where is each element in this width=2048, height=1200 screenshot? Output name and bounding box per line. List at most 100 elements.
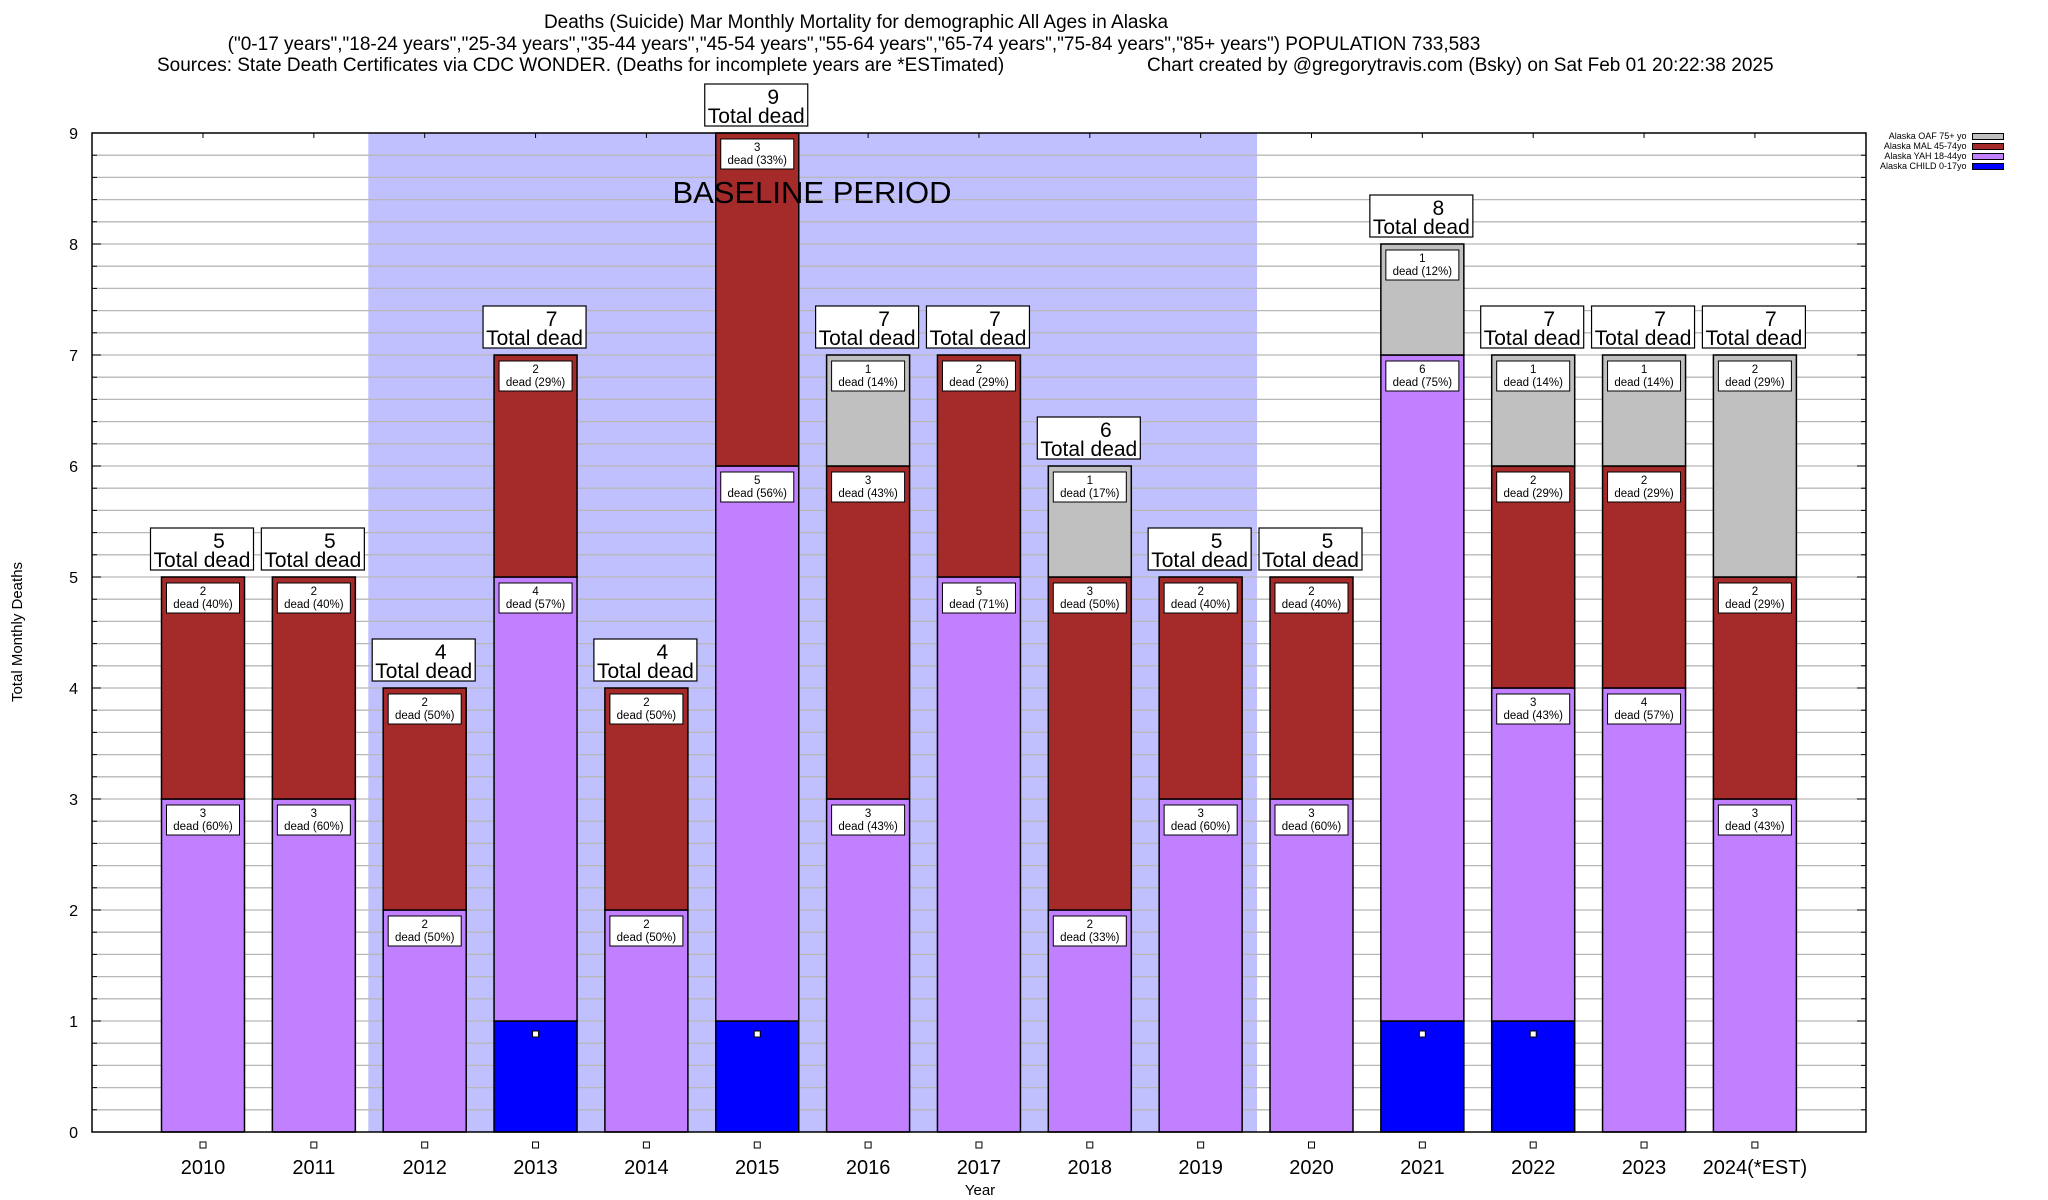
- segment-count-label: 6: [1419, 364, 1425, 376]
- bar-segment: [160, 798, 246, 1133]
- segment-count-label: 2: [1641, 475, 1647, 487]
- total-count-label: 7: [1765, 308, 1777, 331]
- segment-pct-label: dead (43%): [1503, 710, 1563, 722]
- x-marker: [1751, 1141, 1759, 1149]
- y-tick-label: 6: [69, 459, 78, 476]
- segment-label-box: [1163, 582, 1238, 614]
- segment-count-label: 2: [311, 586, 317, 598]
- bar-segment: [382, 909, 467, 1133]
- legend-item-mal: Alaska MAL 45-74yo: [1880, 141, 2004, 151]
- segment-label-box: [1385, 249, 1460, 281]
- segment-count-label: 5: [754, 475, 760, 487]
- baseline-period-label: BASELINE PERIOD: [672, 175, 951, 210]
- total-label-box: [1590, 305, 1696, 349]
- x-tick-label: 2013: [513, 1157, 558, 1179]
- bar-segment: [936, 354, 1022, 578]
- bar-stack: [1380, 243, 1465, 1133]
- total-dead-label: Total dead: [264, 549, 361, 572]
- bar-stack: [1490, 354, 1576, 1133]
- bar-segment: [1380, 1020, 1465, 1133]
- x-tick-label: 2012: [402, 1157, 447, 1179]
- segment-pct-label: dead (60%): [1282, 821, 1342, 833]
- segment-count-label: 3: [200, 808, 206, 820]
- segment-pct-label: dead (50%): [1060, 599, 1120, 611]
- segment-pct-label: dead (60%): [284, 821, 344, 833]
- segment-pct-label: dead (12%): [1393, 266, 1453, 278]
- total-count-label: 5: [324, 530, 336, 553]
- child-marker: [753, 1030, 761, 1038]
- bar-segment: [936, 576, 1022, 1133]
- segment-count-label: 3: [311, 808, 317, 820]
- bar-segment: [1601, 687, 1687, 1133]
- segment-pct-label: dead (60%): [173, 821, 233, 833]
- bar-segment: [493, 354, 578, 578]
- total-count-label: 7: [1654, 308, 1666, 331]
- segment-pct-label: dead (50%): [395, 710, 455, 722]
- bar-segment: [1158, 798, 1243, 1133]
- segment-label-box: [1052, 582, 1127, 614]
- segment-pct-label: dead (40%): [1282, 599, 1342, 611]
- total-label-box: [260, 527, 365, 571]
- bar-segment: [1047, 576, 1133, 911]
- bar-segment: [825, 798, 911, 1133]
- total-dead-label: Total dead: [1595, 327, 1692, 350]
- bar-stack: [1047, 465, 1133, 1133]
- bar-segment: [160, 576, 246, 800]
- total-dead-label: Total dead: [1262, 549, 1359, 572]
- segment-label-box: [609, 693, 684, 725]
- x-tick-label: 2023: [1622, 1157, 1667, 1179]
- x-marker: [310, 1141, 318, 1149]
- segment-pct-label: dead (33%): [1060, 932, 1120, 944]
- y-tick-label: 4: [69, 681, 78, 698]
- segment-label-box: [276, 804, 351, 836]
- segment-label-box: [1385, 360, 1460, 392]
- segment-count-label: 2: [1308, 586, 1314, 598]
- segment-label-box: [1274, 804, 1349, 836]
- segment-pct-label: dead (40%): [284, 599, 344, 611]
- total-count-label: 5: [213, 530, 225, 553]
- segment-label-box: [831, 471, 906, 503]
- segment-label-box: [1052, 915, 1127, 947]
- segment-count-label: 2: [1752, 586, 1758, 598]
- x-tick-label: 2010: [181, 1157, 226, 1179]
- x-tick-label: 2015: [735, 1157, 780, 1179]
- total-label-box: [1258, 527, 1363, 571]
- segment-pct-label: dead (43%): [838, 821, 898, 833]
- x-tick-label: 2020: [1289, 1157, 1334, 1179]
- total-count-label: 4: [657, 641, 669, 664]
- segment-pct-label: dead (40%): [173, 599, 233, 611]
- y-tick-label: 7: [69, 348, 78, 365]
- total-label-box: [1701, 305, 1807, 349]
- total-count-label: 7: [989, 308, 1001, 331]
- y-tick-label: 0: [69, 1125, 78, 1142]
- bar-stack: [271, 576, 357, 1133]
- segment-label-box: [1052, 471, 1127, 503]
- total-label-box: [1036, 416, 1141, 460]
- segment-pct-label: dead (43%): [838, 488, 898, 500]
- segment-pct-label: dead (14%): [1614, 377, 1674, 389]
- total-dead-label: Total dead: [1373, 216, 1470, 239]
- segment-label-box: [831, 804, 906, 836]
- bar-stack: [1601, 354, 1687, 1133]
- segment-count-label: 4: [1641, 697, 1648, 709]
- x-marker: [199, 1141, 207, 1149]
- segment-count-label: 2: [1197, 586, 1203, 598]
- segment-label-box: [1607, 471, 1682, 503]
- bar-segment: [1269, 798, 1354, 1133]
- segment-count-label: 3: [1530, 697, 1536, 709]
- bar-segment: [1712, 798, 1798, 1133]
- legend-swatch: [1971, 152, 2004, 160]
- segment-pct-label: dead (29%): [1725, 599, 1785, 611]
- total-dead-label: Total dead: [929, 327, 1026, 350]
- x-marker: [753, 1141, 761, 1149]
- segment-label-box: [1496, 693, 1571, 725]
- bar-segment: [1490, 687, 1576, 1022]
- segment-count-label: 1: [1419, 253, 1425, 265]
- segment-count-label: 2: [421, 919, 427, 931]
- segment-label-box: [166, 582, 240, 614]
- bar-segment: [1712, 576, 1798, 800]
- segment-count-label: 3: [754, 142, 760, 154]
- total-dead-label: Total dead: [819, 327, 916, 350]
- segment-count-label: 2: [532, 364, 538, 376]
- bar-segment: [715, 1020, 800, 1133]
